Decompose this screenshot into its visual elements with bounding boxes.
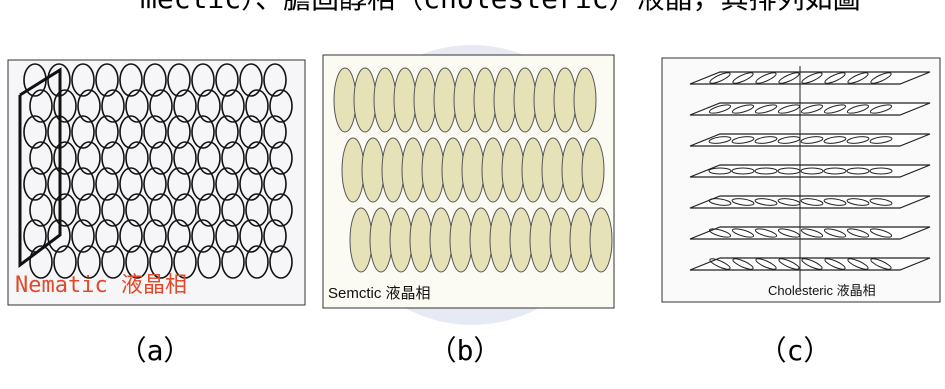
shape	[574, 68, 596, 132]
figure: mectic）、膽固醇相（cholesteric）液晶，其排列如圖 Nemati…	[0, 0, 945, 389]
shape	[430, 208, 452, 272]
shape	[370, 208, 392, 272]
shape	[690, 134, 930, 146]
shape	[402, 138, 424, 202]
panel-label: Semctic 液晶相	[328, 285, 431, 302]
caption: （c）	[759, 334, 832, 367]
shape	[414, 68, 436, 132]
shape	[482, 138, 504, 202]
shape	[542, 138, 564, 202]
shape	[690, 165, 930, 177]
shape	[530, 208, 552, 272]
shape	[450, 208, 472, 272]
page: mectic）、膽固醇相（cholesteric）液晶，其排列如圖 Nemati…	[0, 0, 945, 389]
shape	[570, 208, 592, 272]
shape	[342, 138, 364, 202]
shape	[514, 68, 536, 132]
shape	[410, 208, 432, 272]
caption: （b）	[429, 334, 502, 367]
shape	[510, 208, 532, 272]
panel-label: Nematic 液晶相	[15, 273, 187, 298]
shape	[350, 208, 372, 272]
shape	[434, 68, 456, 132]
smectic-drawing	[334, 68, 612, 272]
shape	[522, 138, 544, 202]
shape	[454, 68, 476, 132]
caption: （a）	[119, 334, 192, 367]
shape	[562, 138, 584, 202]
shape	[502, 138, 524, 202]
panel-a	[8, 60, 305, 305]
shape	[490, 208, 512, 272]
shape	[374, 68, 396, 132]
panel-label: Cholesteric 液晶相	[768, 283, 876, 298]
shape	[390, 208, 412, 272]
shape	[334, 68, 356, 132]
shape	[394, 68, 416, 132]
shape	[470, 208, 492, 272]
shape	[494, 68, 516, 132]
shape	[382, 138, 404, 202]
shape	[422, 138, 444, 202]
shape	[582, 138, 604, 202]
shape	[554, 68, 576, 132]
shape	[474, 68, 496, 132]
shape	[590, 208, 612, 272]
shape	[362, 138, 384, 202]
shape	[690, 196, 930, 208]
shape	[462, 138, 484, 202]
shape	[442, 138, 464, 202]
header-text: mectic）、膽固醇相（cholesteric）液晶，其排列如圖	[140, 0, 861, 15]
shape	[550, 208, 572, 272]
shape	[534, 68, 556, 132]
shape	[354, 68, 376, 132]
